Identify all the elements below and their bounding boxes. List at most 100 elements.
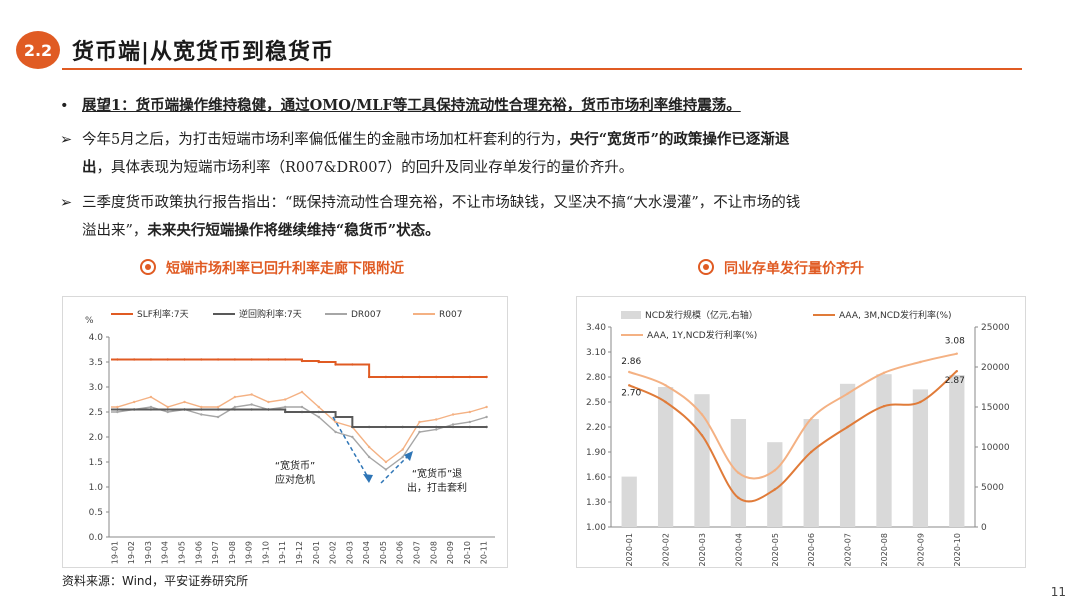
- data-point: [418, 375, 421, 379]
- y-tick-label: 2.50: [586, 398, 606, 408]
- x-tick-label: 20-02: [329, 541, 338, 564]
- data-point: [773, 469, 776, 472]
- data-point: [267, 358, 270, 361]
- ncd-volume-bar: [767, 442, 783, 527]
- bullet-q3-report: ➢ 三季度货币政策执行报告指出：“既保持流动性合理充裕，不让市场缺钱，又坚决不搞“…: [60, 189, 800, 217]
- data-point: [737, 496, 740, 500]
- data-point: [300, 410, 304, 414]
- x-tick-label: 20-10: [463, 541, 472, 564]
- data-point: [300, 359, 304, 363]
- right-chart-subtitle-text: 同业存单发行量价齐升: [724, 261, 864, 277]
- data-point: [700, 434, 704, 437]
- data-point: [334, 430, 337, 434]
- bullet-may-policy-cont: 出，具体表现为短端市场利率（R007&DR007）的回升及同业存单发行的量价齐升…: [82, 154, 633, 182]
- y-tick-label: 3.10: [586, 348, 606, 358]
- ncd-volume-bar: [657, 387, 674, 527]
- data-point: [233, 405, 237, 409]
- data-point: [628, 370, 631, 374]
- series-line: [111, 403, 487, 471]
- ncd-volume-bar: [803, 419, 819, 527]
- legend-label: AAA, 1Y,NCD发行利率(%): [647, 329, 757, 341]
- data-point: [216, 358, 220, 361]
- data-point: [250, 408, 253, 411]
- legend-label: 逆回购利率:7天: [239, 308, 302, 320]
- ncd-issuance-chart: NCD发行规模（亿元,右轴） AAA, 3M,NCD发行利率(%) AAA, 1Y,…: [586, 309, 1010, 566]
- data-point: [351, 435, 354, 439]
- data-point: [284, 410, 287, 414]
- legend-swatch: [621, 311, 641, 319]
- x-tick-label: 2020-06: [807, 533, 816, 566]
- data-point: [367, 375, 371, 379]
- x-tick-label: 20-04: [362, 541, 371, 564]
- data-point: [300, 390, 304, 394]
- data-point: [367, 425, 371, 429]
- bullet-text-bold: 央行“宽货币”的政策操作已逐渐退: [569, 131, 790, 148]
- data-point: [233, 408, 237, 411]
- data-point: [367, 455, 371, 459]
- right-chart-frame: NCD发行规模（亿元,右轴） AAA, 3M,NCD发行利率(%) AAA, 1Y,…: [576, 296, 1026, 568]
- data-point: [955, 369, 958, 373]
- data-point: [334, 415, 337, 419]
- x-tick-label: 19-03: [144, 541, 153, 564]
- y-tick-label: 1.5: [89, 458, 103, 468]
- bullet-text-bold: 出: [82, 159, 97, 176]
- y-tick-label: 0.0: [89, 533, 104, 543]
- x-tick-label: 2020-03: [698, 533, 707, 566]
- x-tick-label: 19-05: [178, 541, 187, 564]
- data-point: [700, 413, 704, 416]
- ncd-volume-bar: [949, 375, 965, 527]
- data-point: [116, 408, 119, 411]
- bullet-text-bold: 未来央行短端操作将继续维持“稳货币”状态。: [147, 222, 440, 239]
- data-point: [882, 404, 886, 408]
- y-tick-label: 5000: [981, 483, 1004, 493]
- data-point: [810, 450, 813, 454]
- arrow-head-icon: [404, 451, 413, 461]
- data-point: [485, 425, 488, 429]
- data-point: [200, 408, 203, 411]
- x-tick-label: 20-05: [379, 541, 388, 564]
- ncd-volume-bar: [694, 394, 710, 527]
- data-point: [451, 423, 455, 426]
- data-point: [200, 405, 203, 409]
- data-point: [183, 408, 186, 411]
- bullet-text-part: 今年5月之后，为打击短端市场利率偏低催生的金融市场加杠杆套利的行为，: [82, 132, 570, 148]
- data-point: [149, 395, 153, 399]
- left-chart-frame: % SLF利率:7天 逆回购利率:7天 DR007 R007 0.0 0.5 1.0 1.5 2.…: [62, 296, 508, 568]
- y-tick-label: 1.30: [586, 498, 606, 508]
- annotation-text: 出，打击套利: [407, 481, 467, 494]
- page-number: 11: [1050, 585, 1066, 599]
- data-point: [401, 455, 404, 459]
- legend-label: R007: [439, 310, 462, 320]
- x-tick-label: 19-02: [127, 541, 136, 564]
- data-point: [317, 415, 320, 419]
- y-tick-label: 2.0: [89, 433, 104, 443]
- data-label: 2.70: [621, 388, 641, 398]
- data-point: [435, 428, 438, 431]
- data-point: [628, 384, 631, 387]
- data-point: [882, 371, 886, 375]
- x-tick-label: 19-12: [295, 541, 304, 564]
- data-point: [451, 425, 455, 429]
- data-point: [846, 425, 849, 429]
- data-point: [267, 408, 270, 411]
- data-point: [334, 363, 337, 366]
- y-tick-label: 2.5: [89, 408, 103, 418]
- data-point: [149, 405, 153, 409]
- data-point: [216, 408, 220, 411]
- x-tick-label: 19-01: [110, 541, 119, 564]
- data-point: [468, 375, 472, 379]
- x-tick-label: 19-10: [261, 541, 270, 564]
- data-point: [418, 430, 421, 434]
- y-tick-label: 1.60: [586, 473, 606, 483]
- legend-label: SLF利率:7天: [137, 308, 189, 320]
- ncd-rate-line: [628, 370, 958, 503]
- bullet-may-policy: ➢ 今年5月之后，为打击短端市场利率偏低催生的金融市场加杠杆套利的行为，央行“宽货…: [60, 126, 789, 154]
- bullet-text-part: 溢出来”，: [82, 223, 148, 239]
- data-label: 3.08: [945, 337, 965, 347]
- data-point: [664, 400, 667, 404]
- y-tick-label: 3.5: [89, 358, 103, 368]
- y-tick-label: 2.20: [586, 423, 606, 433]
- right-chart-subtitle: 同业存单发行量价齐升: [698, 258, 864, 278]
- data-point: [166, 405, 169, 409]
- data-point: [401, 448, 404, 451]
